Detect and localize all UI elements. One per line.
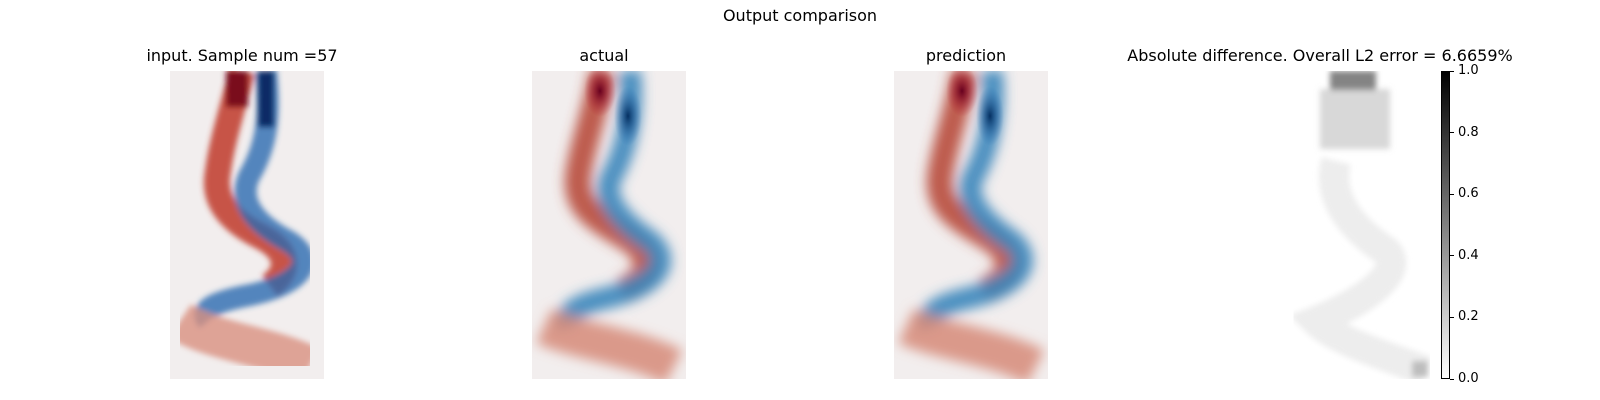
difference-heatmap (1276, 71, 1430, 379)
colorbar-tick-label: 0.2 (1458, 309, 1479, 325)
colorbar-tick (1450, 255, 1454, 257)
prediction-lower-red (898, 308, 1045, 379)
input-lower-red (170, 303, 319, 379)
input-heatmap (170, 71, 324, 379)
prediction-red-core (946, 71, 978, 117)
figure-title: Output comparison (722, 6, 878, 25)
actual-red-core (584, 71, 616, 117)
colorbar-tick (1450, 316, 1454, 318)
prediction-blue-core (976, 86, 1004, 146)
input-panel-title: input. Sample num =57 (146, 46, 338, 65)
colorbar-tick-label: 1.0 (1458, 63, 1479, 78)
difference-faint-trace (1289, 157, 1430, 379)
difference-top-block (1330, 71, 1376, 91)
colorbar-tick-label: 0.8 (1458, 124, 1479, 140)
difference-top-spread (1320, 89, 1390, 149)
prediction-panel-title: prediction (925, 46, 1007, 65)
input-blue-band (194, 71, 315, 328)
colorbar-tick-label: 0.4 (1458, 247, 1479, 263)
actual-lower-red (536, 308, 683, 379)
colorbar-tick (1450, 132, 1454, 134)
colorbar-tick (1450, 378, 1454, 380)
colorbar-tick-label: 0.0 (1458, 371, 1479, 386)
colorbar-tick-label: 0.6 (1458, 186, 1479, 202)
colorbar-tick (1450, 70, 1454, 72)
prediction-heatmap (894, 71, 1048, 379)
colorbar-tick (1450, 193, 1454, 195)
difference-panel-title: Absolute difference. Overall L2 error = … (1127, 46, 1513, 65)
input-dark-red-core (226, 71, 248, 107)
difference-colorbar (1441, 71, 1450, 379)
input-dark-blue-core (258, 71, 274, 127)
actual-panel-title: actual (579, 46, 629, 65)
actual-blue-core (614, 86, 642, 146)
actual-heatmap (532, 71, 686, 379)
difference-corner-mark (1412, 361, 1428, 377)
input-red-band (203, 71, 297, 297)
